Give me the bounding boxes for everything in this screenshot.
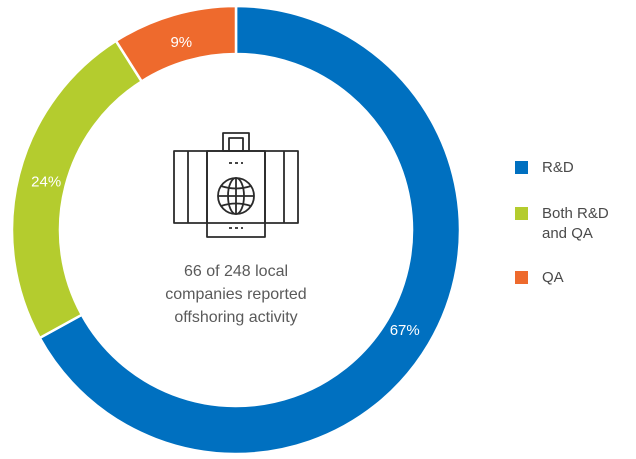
slice-label-both: 24%: [31, 173, 61, 190]
legend-item-qa: QA: [515, 268, 635, 288]
legend-item-rd: R&D: [515, 158, 635, 178]
legend-swatch-both: [515, 207, 528, 220]
donut-chart: 67% 24% 9% 66 of 248 local companies repor…: [10, 4, 462, 456]
slice-qa: [114, 4, 238, 84]
legend-label-qa: QA: [542, 269, 564, 286]
center-text-line-3: offshoring activity: [174, 309, 297, 326]
slice-label-qa: 9%: [170, 34, 192, 51]
legend: R&D Both R&D and QA QA: [515, 158, 635, 314]
legend-label-both: Both R&D and QA: [542, 205, 609, 242]
center-text-line-2: companies reported: [165, 286, 306, 303]
legend-label-rd: R&D: [542, 159, 574, 176]
briefcase-globe-icon: [173, 132, 299, 238]
donut-slices: [10, 4, 462, 456]
legend-swatch-rd: [515, 161, 528, 174]
center-text-line-1: 66 of 248 local: [184, 263, 288, 280]
legend-item-both: Both R&D and QA: [515, 204, 635, 244]
slice-label-rd: 67%: [390, 322, 420, 339]
legend-swatch-qa: [515, 271, 528, 284]
slice-rd: [38, 4, 462, 456]
slice-labels: 67% 24% 9%: [31, 34, 420, 339]
